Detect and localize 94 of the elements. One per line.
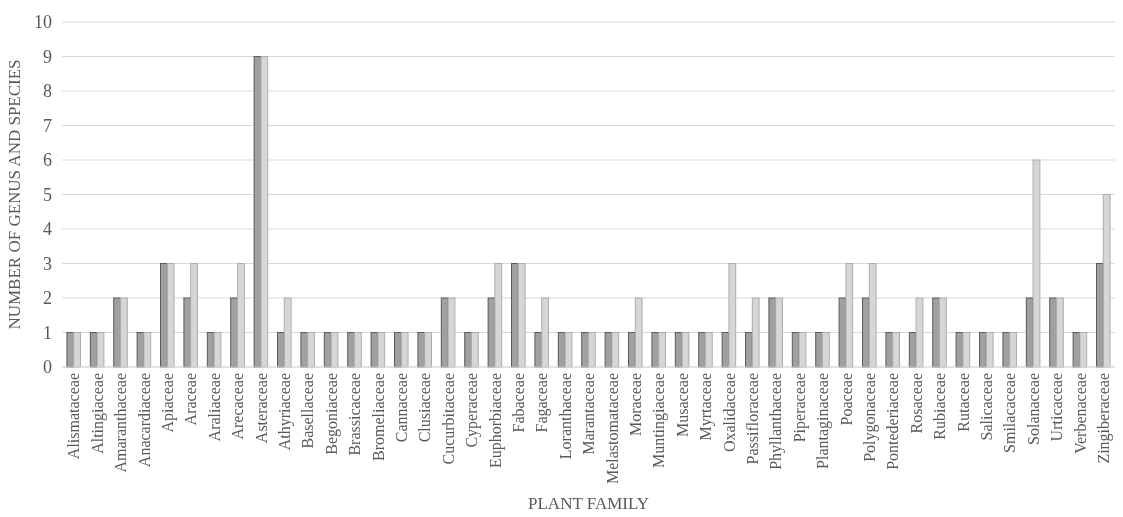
y-tick-label: 0 [43,357,52,378]
y-tick-label: 7 [43,115,52,136]
bar [745,332,753,368]
x-tick-label: Loranthaceae [556,373,574,460]
bar [487,297,496,368]
bar [815,332,823,368]
bar [651,332,660,368]
bar [183,297,192,368]
bar [768,297,777,368]
x-tick-label: Araceae [182,373,200,426]
x-tick-label: Salicaceae [977,373,995,441]
bar [932,297,940,368]
y-tick-label: 10 [34,12,52,33]
x-tick-label: Brassicaceae [346,373,364,456]
bar [230,297,238,368]
x-tick-label: Basellaceae [299,373,317,449]
x-tick-label: Begoniaceae [322,373,341,455]
bar [1072,332,1081,368]
x-tick-label: Piperaceae [790,373,809,443]
bar [370,332,379,368]
x-tick-label: Passifloraceae [743,373,761,465]
x-tick-label: Myrtaceae [697,373,716,441]
x-tick-label: Melastomataceae [603,373,621,485]
x-tick-label: Smilacaceae [1001,373,1019,453]
y-tick-label: 8 [43,81,52,102]
bar [160,263,168,368]
x-tick-label: Poaceae [837,373,855,426]
x-tick-label: Plantaginaceae [814,373,833,469]
x-tick-label: Rutaceae [954,373,972,432]
y-tick-label: 1 [43,322,52,343]
x-tick-label: Rosaceae [907,373,925,434]
x-tick-label: Fagaceae [533,373,552,433]
bar [698,332,706,368]
bar [534,332,543,368]
x-tick-label: Bromeliaceae [369,373,387,461]
y-tick-label: 9 [43,46,52,67]
bar [277,332,285,368]
bar [1096,263,1104,368]
x-tick-label: Fabaceae [509,373,527,433]
x-tick-label: Anacardiaceae [135,373,153,468]
x-tick-label: Pontederiaceae [884,373,902,470]
x-tick-label: Cucurbitaceae [439,373,457,465]
x-tick-label: Phyllanthaceae [767,373,786,470]
y-tick-label: 5 [43,184,52,205]
x-tick-label: Arecaceae [229,373,247,440]
bar [955,332,964,368]
x-tick-label: Altingiaceae [88,373,107,454]
x-tick-label: Musaceae [673,373,691,437]
x-tick-label: Verbenaceae [1071,373,1089,454]
bar [979,332,987,368]
bar [464,332,472,368]
x-tick-label: Araliaceae [205,373,223,442]
x-tick-label: Euphorbiaceae [486,373,505,469]
bar [347,332,355,368]
x-tick-label: Clusiaceae [416,373,434,443]
x-tick-label: Muntingiaceae [650,373,669,469]
y-tick-label: 2 [43,288,52,309]
x-tick-label: Moraceae [626,373,644,437]
bar [417,332,426,368]
x-tick-label: Amaranthaceae [112,373,130,473]
bar [66,332,75,368]
bar [604,332,613,368]
y-tick-label: 3 [43,253,52,274]
bar [1049,297,1057,368]
x-tick-label: Zingiberaceae [1094,373,1113,464]
bar [721,332,730,368]
bar [136,332,145,368]
bar [862,297,870,368]
x-tick-label: Athyriaceae [275,373,294,451]
x-tick-label: Solanaceae [1024,373,1042,445]
x-tick-label: Alismataceae [65,373,83,460]
bar [394,332,402,368]
bar [885,332,894,368]
y-tick-label: 4 [43,219,52,240]
bar [113,297,121,368]
bar [511,263,519,368]
x-tick-label: Cannaceae [392,373,410,443]
x-tick-label: Apiaceae [158,373,177,433]
bar [253,56,262,368]
x-tick-label: Rubiaceae [931,373,949,440]
x-tick-label: Asteraceae [252,373,270,444]
x-tick-label: Polygonaceae [860,373,879,462]
x-axis-title: PLANT FAMILY [528,494,649,513]
y-axis-title: NUMBER OF GENUS AND SPECIES [5,59,24,330]
bar [838,297,847,368]
x-tick-label: Oxalidaceae [720,373,738,453]
bar [581,332,589,368]
y-tick-label: 6 [43,150,52,171]
bar [300,332,309,368]
bar [1002,332,1011,368]
bar [628,332,636,368]
x-tick-label: Urticaceae [1048,373,1066,442]
x-tick-label: Marantaceae [580,373,598,455]
x-tick-label: Cyperaceae [463,373,482,448]
